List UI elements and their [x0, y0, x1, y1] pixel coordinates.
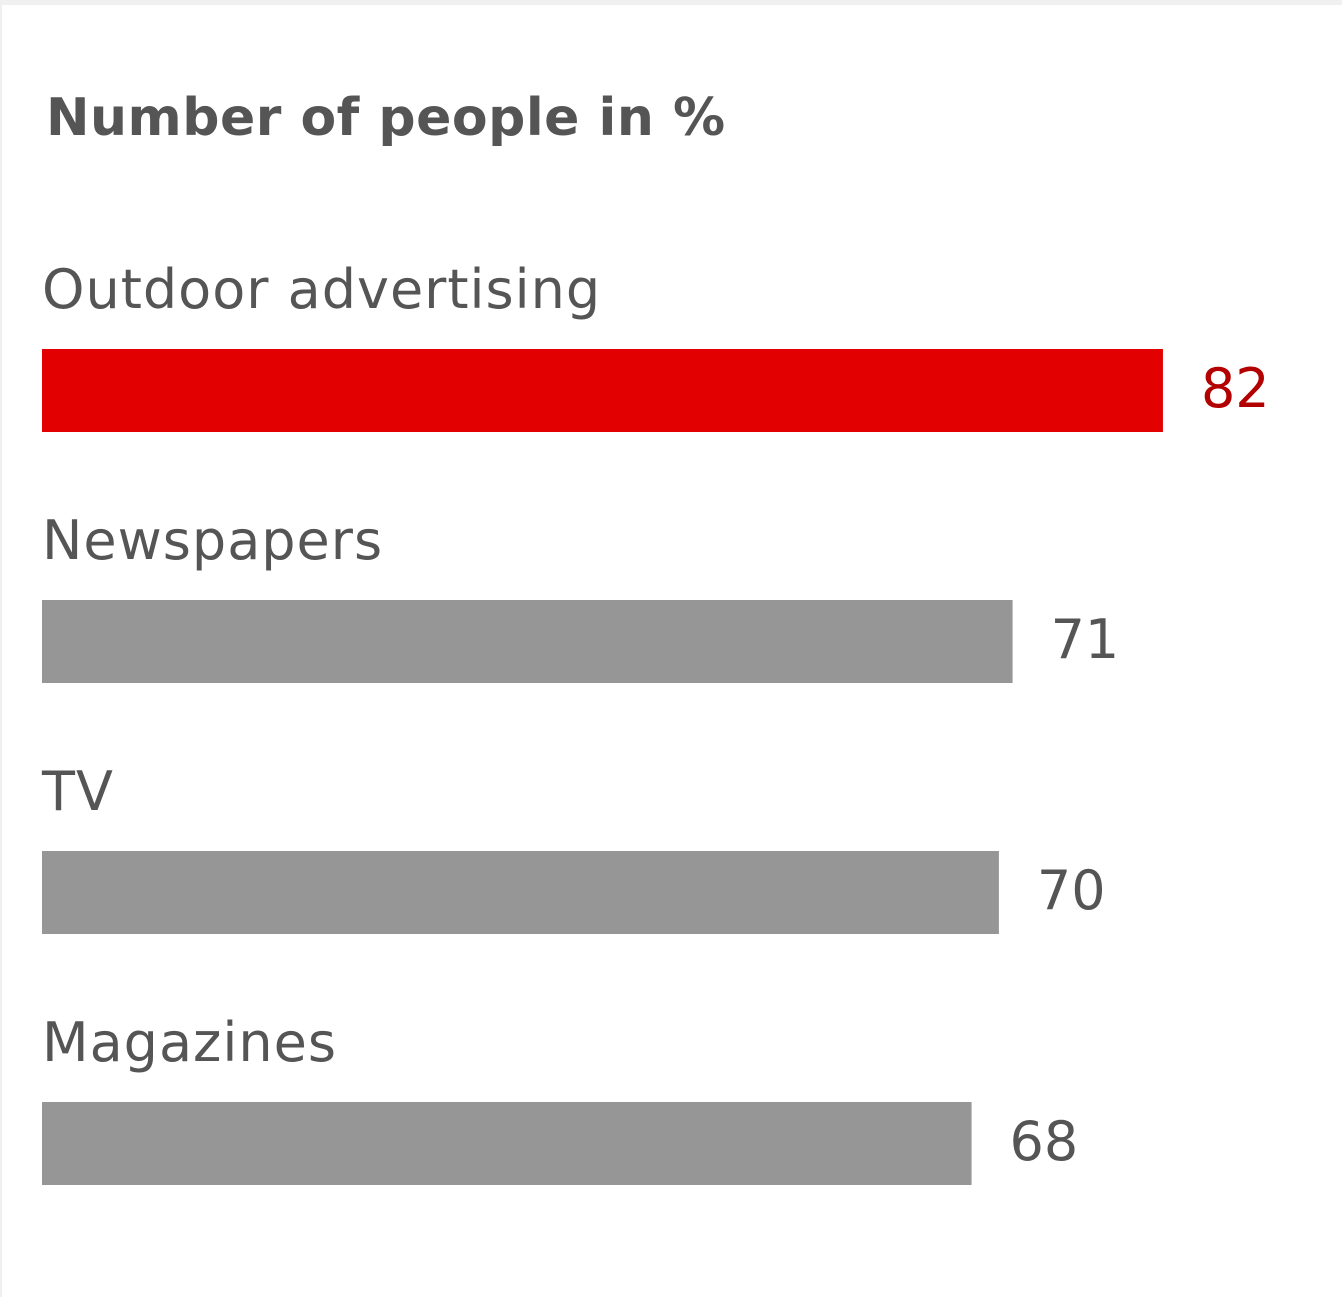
bar	[42, 1102, 972, 1185]
value-label: 82	[1201, 357, 1270, 420]
category-label: Magazines	[42, 1011, 337, 1074]
bar	[42, 349, 1163, 432]
value-label: 68	[1010, 1110, 1079, 1173]
category-label: Newspapers	[42, 509, 383, 572]
value-label: 70	[1037, 859, 1106, 922]
bar	[42, 851, 999, 934]
category-label: TV	[41, 760, 114, 823]
chart-title: Number of people in %	[46, 88, 726, 148]
category-label: Outdoor advertising	[42, 258, 601, 321]
value-label: 71	[1051, 608, 1120, 671]
bar	[42, 600, 1013, 683]
